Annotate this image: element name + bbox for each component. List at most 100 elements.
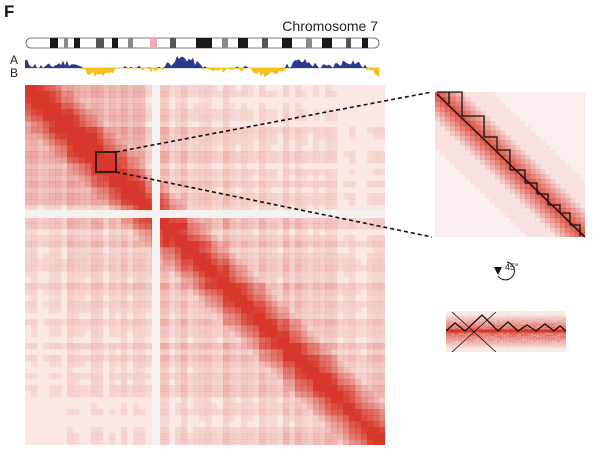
heatmap-cell (289, 217, 296, 224)
heatmap-cell (67, 115, 74, 122)
heatmap-cell (235, 229, 242, 236)
heatmap-cell (109, 205, 116, 212)
heatmap-cell (295, 415, 302, 422)
rotated-heatmap-cell (521, 337, 525, 339)
heatmap-cell (337, 307, 344, 314)
rotated-heatmap-cell (521, 350, 524, 351)
heatmap-cell (373, 433, 380, 440)
heatmap-cell (79, 301, 86, 308)
zoom-heatmap-cell (525, 145, 531, 151)
rotated-heatmap-cell (500, 344, 504, 346)
heatmap-cell (187, 265, 194, 272)
zoom-heatmap-cell (440, 106, 446, 112)
heatmap-cell (79, 109, 86, 116)
heatmap-cell (349, 307, 356, 314)
zoom-heatmap-cell (485, 116, 491, 122)
heatmap-cell (205, 301, 212, 308)
rotated-heatmap-cell (539, 328, 543, 330)
heatmap-cell (91, 151, 98, 158)
heatmap-cell (373, 349, 380, 356)
rotated-heatmap-cell (470, 315, 474, 317)
heatmap-cell (121, 229, 128, 236)
heatmap-cell (265, 223, 272, 230)
chromosome-ideogram (25, 37, 380, 49)
heatmap-cell (289, 289, 296, 296)
heatmap-cell (283, 433, 290, 440)
rotated-heatmap-cell (545, 346, 549, 348)
rotated-heatmap-cell (518, 323, 522, 325)
heatmap-cell (73, 163, 80, 170)
heatmap-cell (223, 133, 230, 140)
heatmap-cell (157, 289, 164, 296)
rotated-heatmap-cell (446, 337, 450, 339)
rotated-heatmap-cell (449, 316, 453, 318)
heatmap-cell (157, 367, 164, 374)
rotated-heatmap-cell (479, 334, 483, 336)
heatmap-cell (115, 205, 122, 212)
heatmap-cell (67, 301, 74, 308)
heatmap-cell (247, 187, 254, 194)
heatmap-cell (175, 253, 182, 260)
rotated-heatmap-cell (539, 318, 543, 320)
rotated-heatmap-cell (479, 323, 483, 325)
heatmap-cell (253, 409, 260, 416)
heatmap-cell (115, 91, 122, 98)
heatmap-cell (343, 193, 350, 200)
zoom-heatmap-cell (445, 150, 451, 156)
heatmap-cell (313, 307, 320, 314)
heatmap-cell (229, 181, 236, 188)
heatmap-cell (373, 193, 380, 200)
rotated-heatmap-cell (479, 347, 483, 349)
zoom-heatmap-cell (490, 106, 496, 112)
heatmap-cell (133, 265, 140, 272)
rotated-heatmap-cell (491, 333, 495, 335)
rotated-heatmap-cell (527, 337, 531, 339)
rotated-heatmap-cell (464, 316, 468, 318)
heatmap-cell (295, 349, 302, 356)
heatmap-cell (37, 283, 44, 290)
rotated-heatmap-cell (467, 322, 471, 324)
rotated-heatmap-cell (533, 312, 536, 313)
heatmap-cell (379, 391, 385, 398)
heatmap-cell (313, 277, 320, 284)
rotated-heatmap-cell (461, 325, 465, 327)
heatmap-cell (373, 307, 380, 314)
heatmap-cell (139, 163, 146, 170)
heatmap-cell (73, 103, 80, 110)
rotated-heatmap-cell (551, 315, 555, 317)
heatmap-cell (301, 343, 308, 350)
zoom-heatmap-cell (530, 135, 536, 141)
heatmap-cell (325, 331, 332, 338)
rotated-heatmap-cell (482, 337, 486, 339)
heatmap-cell (199, 433, 206, 440)
heatmap-cell (121, 427, 128, 434)
heatmap-cell (193, 133, 200, 140)
zoom-heatmap-cell (480, 183, 486, 189)
rotated-heatmap-cell (461, 319, 465, 321)
zoom-heatmap-cell (540, 174, 546, 180)
heatmap-cell (79, 235, 86, 242)
heatmap-cell (85, 163, 92, 170)
rotated-heatmap-cell (554, 327, 558, 329)
rotated-heatmap-cell (464, 337, 468, 339)
rotated-heatmap-cell (458, 319, 462, 321)
heatmap-cell (301, 427, 308, 434)
heatmap-cell (343, 217, 350, 224)
heatmap-cell (187, 241, 194, 248)
heatmap-cell (331, 205, 338, 212)
heatmap-cell (319, 283, 326, 290)
heatmap-cell (313, 283, 320, 290)
heatmap-cell (307, 391, 314, 398)
heatmap-cell (163, 193, 170, 200)
heatmap-cell (331, 403, 338, 410)
heatmap-cell (295, 139, 302, 146)
heatmap-cell (313, 181, 320, 188)
rotated-heatmap-cell (488, 340, 492, 342)
heatmap-cell (247, 415, 254, 422)
heatmap-cell (103, 175, 110, 182)
heatmap-cell (133, 271, 140, 278)
rotated-heatmap-cell (512, 337, 516, 339)
zoom-heatmap-cell (440, 125, 446, 131)
rotated-heatmap-cell (494, 325, 498, 327)
rotated-heatmap-cell (491, 337, 495, 339)
